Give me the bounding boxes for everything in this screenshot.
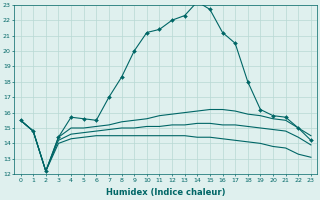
X-axis label: Humidex (Indice chaleur): Humidex (Indice chaleur) xyxy=(106,188,226,197)
